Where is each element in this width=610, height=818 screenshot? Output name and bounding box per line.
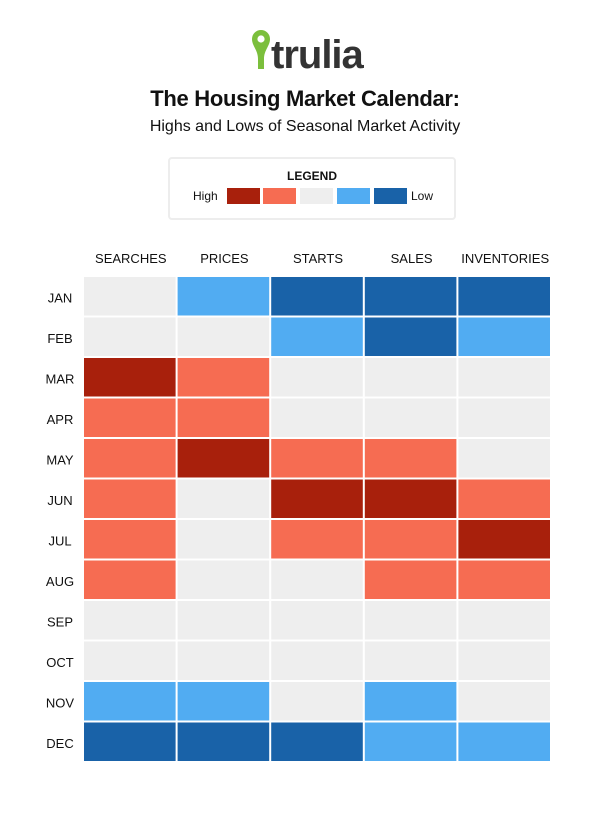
row-label: JUN xyxy=(47,493,72,508)
legend-swatch-3 xyxy=(300,188,333,204)
heatmap-cell xyxy=(177,641,270,680)
page-title: The Housing Market Calendar: xyxy=(150,86,460,111)
legend-swatch-2 xyxy=(263,188,296,204)
column-header: STARTS xyxy=(293,251,343,266)
heatmap-cell xyxy=(364,277,457,316)
heatmap-cell xyxy=(271,560,363,599)
logo-wordmark: trulia xyxy=(271,33,365,76)
heatmap-cell xyxy=(84,722,176,761)
heatmap-cell xyxy=(271,358,363,397)
heatmap-cell xyxy=(177,439,270,478)
heatmap-cell xyxy=(271,398,363,437)
heatmap-cell xyxy=(271,479,363,518)
heatmap-cell xyxy=(271,277,363,316)
heatmap-cell xyxy=(458,317,550,356)
heatmap-cell xyxy=(458,520,550,559)
location-pin-icon xyxy=(252,30,270,69)
heatmap-cell xyxy=(458,560,550,599)
heatmap-cell xyxy=(364,317,457,356)
heatmap-cell xyxy=(364,682,457,721)
column-header: INVENTORIES xyxy=(461,251,549,266)
heatmap-cell xyxy=(458,641,550,680)
heatmap-cell xyxy=(84,520,176,559)
column-header: SALES xyxy=(391,251,433,266)
trulia-logo: trulia xyxy=(252,30,366,76)
row-label: MAY xyxy=(46,452,74,467)
row-label: AUG xyxy=(46,574,74,589)
page-subtitle: Highs and Lows of Seasonal Market Activi… xyxy=(149,118,461,135)
heatmap-cell xyxy=(177,722,270,761)
heatmap-cell xyxy=(364,601,457,640)
heatmap-cell xyxy=(84,641,176,680)
row-label: APR xyxy=(47,412,74,427)
heatmap-cell xyxy=(458,682,550,721)
heatmap-cell xyxy=(177,398,270,437)
row-label: JUL xyxy=(48,533,71,548)
heatmap-cell xyxy=(84,317,176,356)
heatmap-cell xyxy=(177,682,270,721)
heatmap-cell xyxy=(458,722,550,761)
row-label: JAN xyxy=(48,290,73,305)
heatmap-cell xyxy=(364,439,457,478)
heatmap-cell xyxy=(458,479,550,518)
legend-swatch-1 xyxy=(227,188,260,204)
heatmap-cell xyxy=(177,479,270,518)
legend-title: LEGEND xyxy=(286,169,337,183)
heatmap-cell xyxy=(271,601,363,640)
heatmap-cell xyxy=(177,358,270,397)
heatmap-cell xyxy=(177,601,270,640)
heatmap-cell xyxy=(458,277,550,316)
heatmap-cell xyxy=(84,358,176,397)
legend-swatch-4 xyxy=(337,188,370,204)
heatmap-cell xyxy=(177,520,270,559)
heatmap-cell xyxy=(84,479,176,518)
heatmap-cell xyxy=(458,398,550,437)
row-label: SEP xyxy=(47,614,73,629)
heatmap-cell xyxy=(364,560,457,599)
heatmap-cell xyxy=(84,601,176,640)
heatmap-cell xyxy=(271,317,363,356)
heatmap-cell xyxy=(364,358,457,397)
heatmap-cell xyxy=(364,641,457,680)
heatmap-cell xyxy=(177,560,270,599)
heatmap-cell xyxy=(271,682,363,721)
heatmap-cell xyxy=(84,277,176,316)
legend-low-label: Low xyxy=(411,189,434,203)
heatmap-cell xyxy=(458,358,550,397)
legend-high-label: High xyxy=(193,189,218,203)
row-label: MAR xyxy=(46,371,75,386)
heatmap-cell xyxy=(458,439,550,478)
heatmap-cell xyxy=(364,520,457,559)
heatmap-cell xyxy=(177,277,270,316)
row-label: OCT xyxy=(46,655,74,670)
heatmap-cell xyxy=(271,722,363,761)
heatmap-cell xyxy=(364,722,457,761)
heatmap-cell xyxy=(271,520,363,559)
heatmap-cell xyxy=(84,439,176,478)
heatmap-cell xyxy=(84,398,176,437)
heatmap-cell xyxy=(84,682,176,721)
legend: LEGEND High Low xyxy=(168,157,456,220)
heatmap-cell xyxy=(271,641,363,680)
column-header: PRICES xyxy=(200,251,249,266)
heatmap-cell xyxy=(84,560,176,599)
column-header: SEARCHES xyxy=(95,251,167,266)
heatmap-cell xyxy=(271,439,363,478)
legend-swatch-5 xyxy=(374,188,407,204)
heatmap-cell xyxy=(458,601,550,640)
row-label: DEC xyxy=(46,736,73,751)
heatmap-cell xyxy=(177,317,270,356)
heatmap-cell xyxy=(364,479,457,518)
row-label: FEB xyxy=(47,331,72,346)
heatmap-cell xyxy=(364,398,457,437)
row-label: NOV xyxy=(46,695,75,710)
